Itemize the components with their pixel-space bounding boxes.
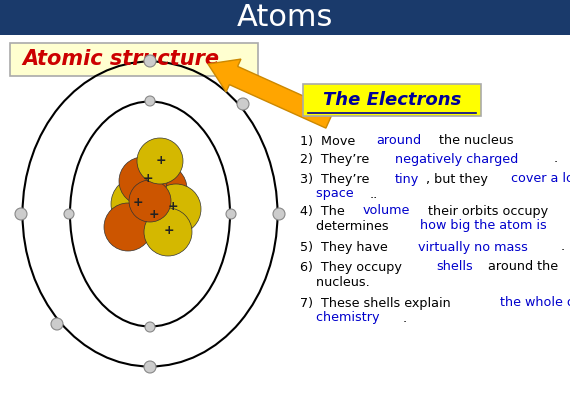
Circle shape [145, 322, 155, 332]
Text: 4)  The: 4) The [300, 204, 349, 218]
Text: around the: around the [484, 261, 558, 274]
Circle shape [151, 184, 201, 234]
Text: .: . [560, 240, 564, 254]
Circle shape [104, 203, 152, 251]
Bar [303, 84, 481, 116]
Text: +: + [168, 200, 178, 213]
FancyArrow shape [208, 59, 334, 128]
Circle shape [129, 180, 171, 222]
Text: tiny: tiny [394, 173, 419, 186]
Bar [0, 0, 570, 35]
Circle shape [144, 55, 156, 67]
Text: 3)  They’re: 3) They’re [300, 173, 373, 186]
Circle shape [137, 164, 187, 214]
Text: negatively charged: negatively charged [394, 153, 518, 166]
Text: 7)  These shells explain: 7) These shells explain [300, 297, 455, 310]
Circle shape [51, 318, 63, 330]
Circle shape [111, 177, 165, 231]
Text: 5)  They have: 5) They have [300, 240, 392, 254]
Circle shape [64, 209, 74, 219]
Text: +: + [164, 223, 174, 236]
Text: around: around [376, 135, 422, 148]
Text: determines: determines [300, 220, 393, 232]
Circle shape [237, 98, 249, 110]
Text: .: . [402, 312, 407, 324]
Text: volume: volume [363, 204, 410, 218]
Text: +: + [149, 209, 159, 222]
Text: how big the atom is: how big the atom is [420, 220, 546, 232]
Circle shape [144, 361, 156, 373]
Text: .: . [553, 153, 557, 166]
Text: the nucleus: the nucleus [435, 135, 514, 148]
Circle shape [127, 191, 179, 243]
Circle shape [137, 138, 183, 184]
Circle shape [273, 208, 285, 220]
Text: 6)  They occupy: 6) They occupy [300, 261, 406, 274]
Circle shape [144, 208, 192, 256]
Text: virtually no mass: virtually no mass [418, 240, 528, 254]
Text: space: space [300, 187, 353, 200]
Text: +: + [156, 153, 166, 166]
Text: The Electrons: The Electrons [323, 91, 461, 109]
Circle shape [145, 96, 155, 106]
Text: nucleus.: nucleus. [300, 276, 370, 288]
Text: +: + [133, 196, 143, 209]
Text: chemistry: chemistry [300, 312, 380, 324]
Text: Atomic structure: Atomic structure [22, 49, 219, 69]
Circle shape [226, 209, 236, 219]
Circle shape [119, 157, 167, 205]
Bar [10, 43, 258, 76]
Text: 2)  They’re: 2) They’re [300, 153, 373, 166]
Text: , but they: , but they [426, 173, 492, 186]
Circle shape [15, 208, 27, 220]
Text: the whole of: the whole of [500, 297, 570, 310]
Text: +: + [142, 173, 153, 186]
Text: ..: .. [369, 187, 377, 200]
Text: Atoms: Atoms [237, 4, 333, 32]
Text: their orbits occupy: their orbits occupy [424, 204, 548, 218]
Text: shells: shells [437, 261, 473, 274]
Text: 1)  Move: 1) Move [300, 135, 359, 148]
Text: cover a lot of: cover a lot of [511, 173, 570, 186]
